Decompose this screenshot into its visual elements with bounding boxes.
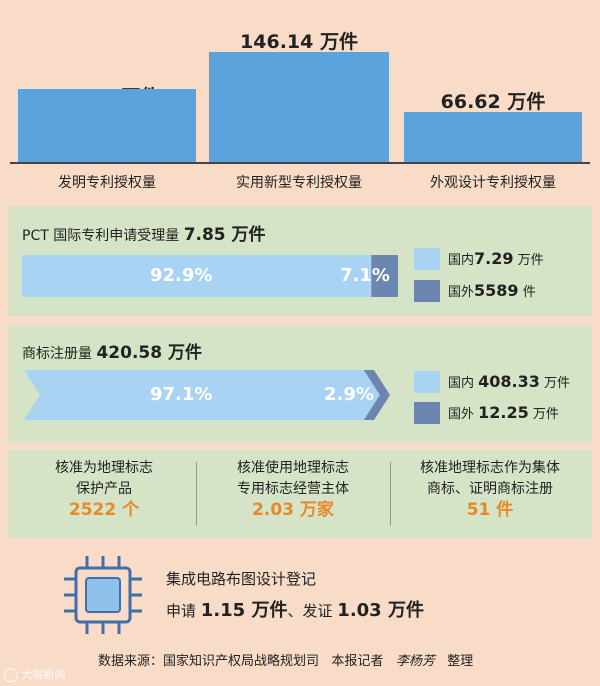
footer: 数据来源：国家知识产权局战略规划司 本报记者 李杨芳 整理 bbox=[98, 650, 473, 669]
legend-unit: 万件 bbox=[532, 407, 559, 422]
gi-line: 核准为地理标志 bbox=[55, 460, 153, 476]
legend-label: 国外 bbox=[448, 407, 475, 422]
gi-line: 专用标志经营主体 bbox=[237, 481, 349, 497]
pct-domestic-segment bbox=[22, 255, 372, 297]
legend-unit: 万件 bbox=[544, 376, 571, 391]
gi-line: 商标、证明商标注册 bbox=[427, 481, 553, 497]
ic-apply-label: 申请 bbox=[166, 602, 197, 620]
legend-unit: 件 bbox=[522, 285, 536, 300]
trademark-foreign-label: 2.9% bbox=[324, 384, 374, 405]
bar bbox=[209, 52, 389, 162]
legend-swatch-domestic bbox=[414, 248, 440, 270]
bar bbox=[404, 111, 582, 162]
pct-title: PCT 国际专利申请受理量 7.85 万件 bbox=[22, 220, 266, 245]
legend-value: 12.25 bbox=[478, 403, 529, 422]
trademark-title-text: 商标注册量 bbox=[22, 346, 92, 362]
gi-value: 51 件 bbox=[466, 500, 514, 520]
legend-label: 国外 bbox=[448, 285, 475, 300]
pct-legend-domestic: 国内7.29 万件 bbox=[448, 249, 544, 268]
watermark: 大皖新闻 bbox=[4, 666, 66, 682]
trademark-domestic-label: 97.1% bbox=[150, 384, 213, 405]
category-label: 发明专利授权量 bbox=[58, 175, 156, 191]
pct-foreign-label: 7.1% bbox=[340, 265, 390, 286]
gi-item: 核准地理标志作为集体 商标、证明商标注册 51 件 bbox=[392, 458, 588, 521]
legend-label: 国内 bbox=[448, 376, 475, 391]
watermark-logo-icon bbox=[4, 668, 18, 682]
category-label: 实用新型专利授权量 bbox=[236, 175, 362, 191]
pct-title-value: 7.85 万件 bbox=[183, 225, 266, 245]
footer-suffix: 整理 bbox=[447, 654, 474, 669]
gi-line: 保护产品 bbox=[76, 481, 132, 497]
legend-unit: 万件 bbox=[517, 253, 544, 268]
legend-swatch-foreign bbox=[414, 402, 440, 424]
ic-apply-value: 1.15 万件 bbox=[200, 600, 288, 621]
divider bbox=[390, 462, 391, 526]
legend-value: 5589 bbox=[474, 281, 519, 300]
gi-line: 核准地理标志作为集体 bbox=[420, 460, 560, 476]
gi-item: 核准使用地理标志 专用标志经营主体 2.03 万家 bbox=[198, 458, 388, 521]
x-axis-line bbox=[10, 162, 590, 164]
gi-panel bbox=[8, 450, 592, 538]
bar-value-label: 146.14 万件 bbox=[240, 31, 358, 53]
category-label: 外观设计专利授权量 bbox=[430, 175, 556, 191]
reporter-name: 李杨芳 bbox=[395, 654, 435, 669]
trademark-share-arrow bbox=[24, 370, 390, 420]
trademark-title-value: 420.58 万件 bbox=[96, 343, 202, 363]
pct-share-bar bbox=[22, 255, 398, 297]
trademark-foreign-segment bbox=[363, 370, 390, 420]
pct-legend-foreign: 国外5589 件 bbox=[448, 281, 536, 300]
ic-separator: 、 bbox=[287, 602, 303, 620]
gi-value: 2522 个 bbox=[68, 500, 140, 520]
gi-line: 核准使用地理标志 bbox=[237, 460, 349, 476]
watermark-text: 大皖新闻 bbox=[21, 668, 66, 681]
legend-label: 国内 bbox=[448, 253, 475, 268]
legend-value: 7.29 bbox=[474, 249, 514, 268]
pct-domestic-label: 92.9% bbox=[150, 265, 213, 286]
legend-value: 408.33 bbox=[478, 372, 540, 391]
trademark-legend-domestic: 国内 408.33 万件 bbox=[448, 372, 570, 391]
ic-title: 集成电路布图设计登记 bbox=[166, 570, 317, 588]
trademark-title: 商标注册量 420.58 万件 bbox=[22, 338, 202, 363]
trademark-domestic-segment bbox=[24, 370, 380, 420]
data-source: 数据来源：国家知识产权局战略规划司 bbox=[98, 654, 320, 669]
bar-value-label: 66.62 万件 bbox=[440, 91, 546, 113]
gi-item: 核准为地理标志 保护产品 2522 个 bbox=[14, 458, 194, 521]
pct-foreign-segment bbox=[371, 255, 398, 297]
trademark-legend-foreign: 国外 12.25 万件 bbox=[448, 403, 559, 422]
bar bbox=[18, 88, 196, 162]
legend-swatch-domestic bbox=[414, 371, 440, 393]
divider bbox=[196, 462, 197, 526]
gi-value: 2.03 万家 bbox=[252, 500, 334, 520]
chip-icon bbox=[64, 556, 142, 634]
ic-stats: 申请 1.15 万件、发证 1.03 万件 bbox=[166, 596, 424, 622]
ic-grant-value: 1.03 万件 bbox=[337, 600, 424, 621]
ic-grant-label: 发证 bbox=[302, 602, 333, 620]
pct-title-text: PCT 国际专利申请受理量 bbox=[22, 228, 180, 244]
reporter-label: 本报记者 bbox=[331, 654, 384, 669]
legend-swatch-foreign bbox=[414, 280, 440, 302]
